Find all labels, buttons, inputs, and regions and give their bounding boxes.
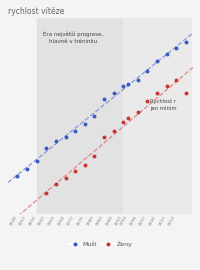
Text: Éra největší progrese,
hlavně v tréninku: Éra největší progrese, hlavně v tréninku [43,31,103,44]
Bar [37,18,123,214]
Point [45,190,48,195]
Point [112,90,115,95]
Text: rychlost vítěze: rychlost vítěze [8,7,64,16]
Point [35,158,38,163]
Point [54,139,58,144]
Point [83,122,86,127]
Point [25,167,29,171]
Text: Rychlost r
jen minim: Rychlost r jen minim [150,99,176,111]
Point [102,135,106,139]
Point [122,84,125,88]
Point [127,116,130,120]
Point [184,39,187,44]
Point [122,120,125,124]
Point [175,46,178,50]
Point [112,129,115,133]
Point [45,146,48,150]
Point [83,163,86,167]
Point [165,52,168,56]
Point [93,154,96,158]
Point [136,110,139,114]
Point [146,69,149,73]
Point [54,182,58,186]
Point [184,90,187,95]
Point [64,176,67,180]
Point [175,78,178,82]
Point [64,135,67,139]
Point [16,173,19,178]
Point [155,90,159,95]
Point [93,114,96,118]
Point [136,78,139,82]
Point [155,59,159,63]
Bar [123,18,191,214]
Point [74,169,77,173]
Point [146,99,149,103]
Point [74,129,77,133]
Point [165,84,168,88]
Point [127,82,130,86]
Point [102,97,106,101]
Legend: Muži, Ženy: Muži, Ženy [66,239,135,250]
